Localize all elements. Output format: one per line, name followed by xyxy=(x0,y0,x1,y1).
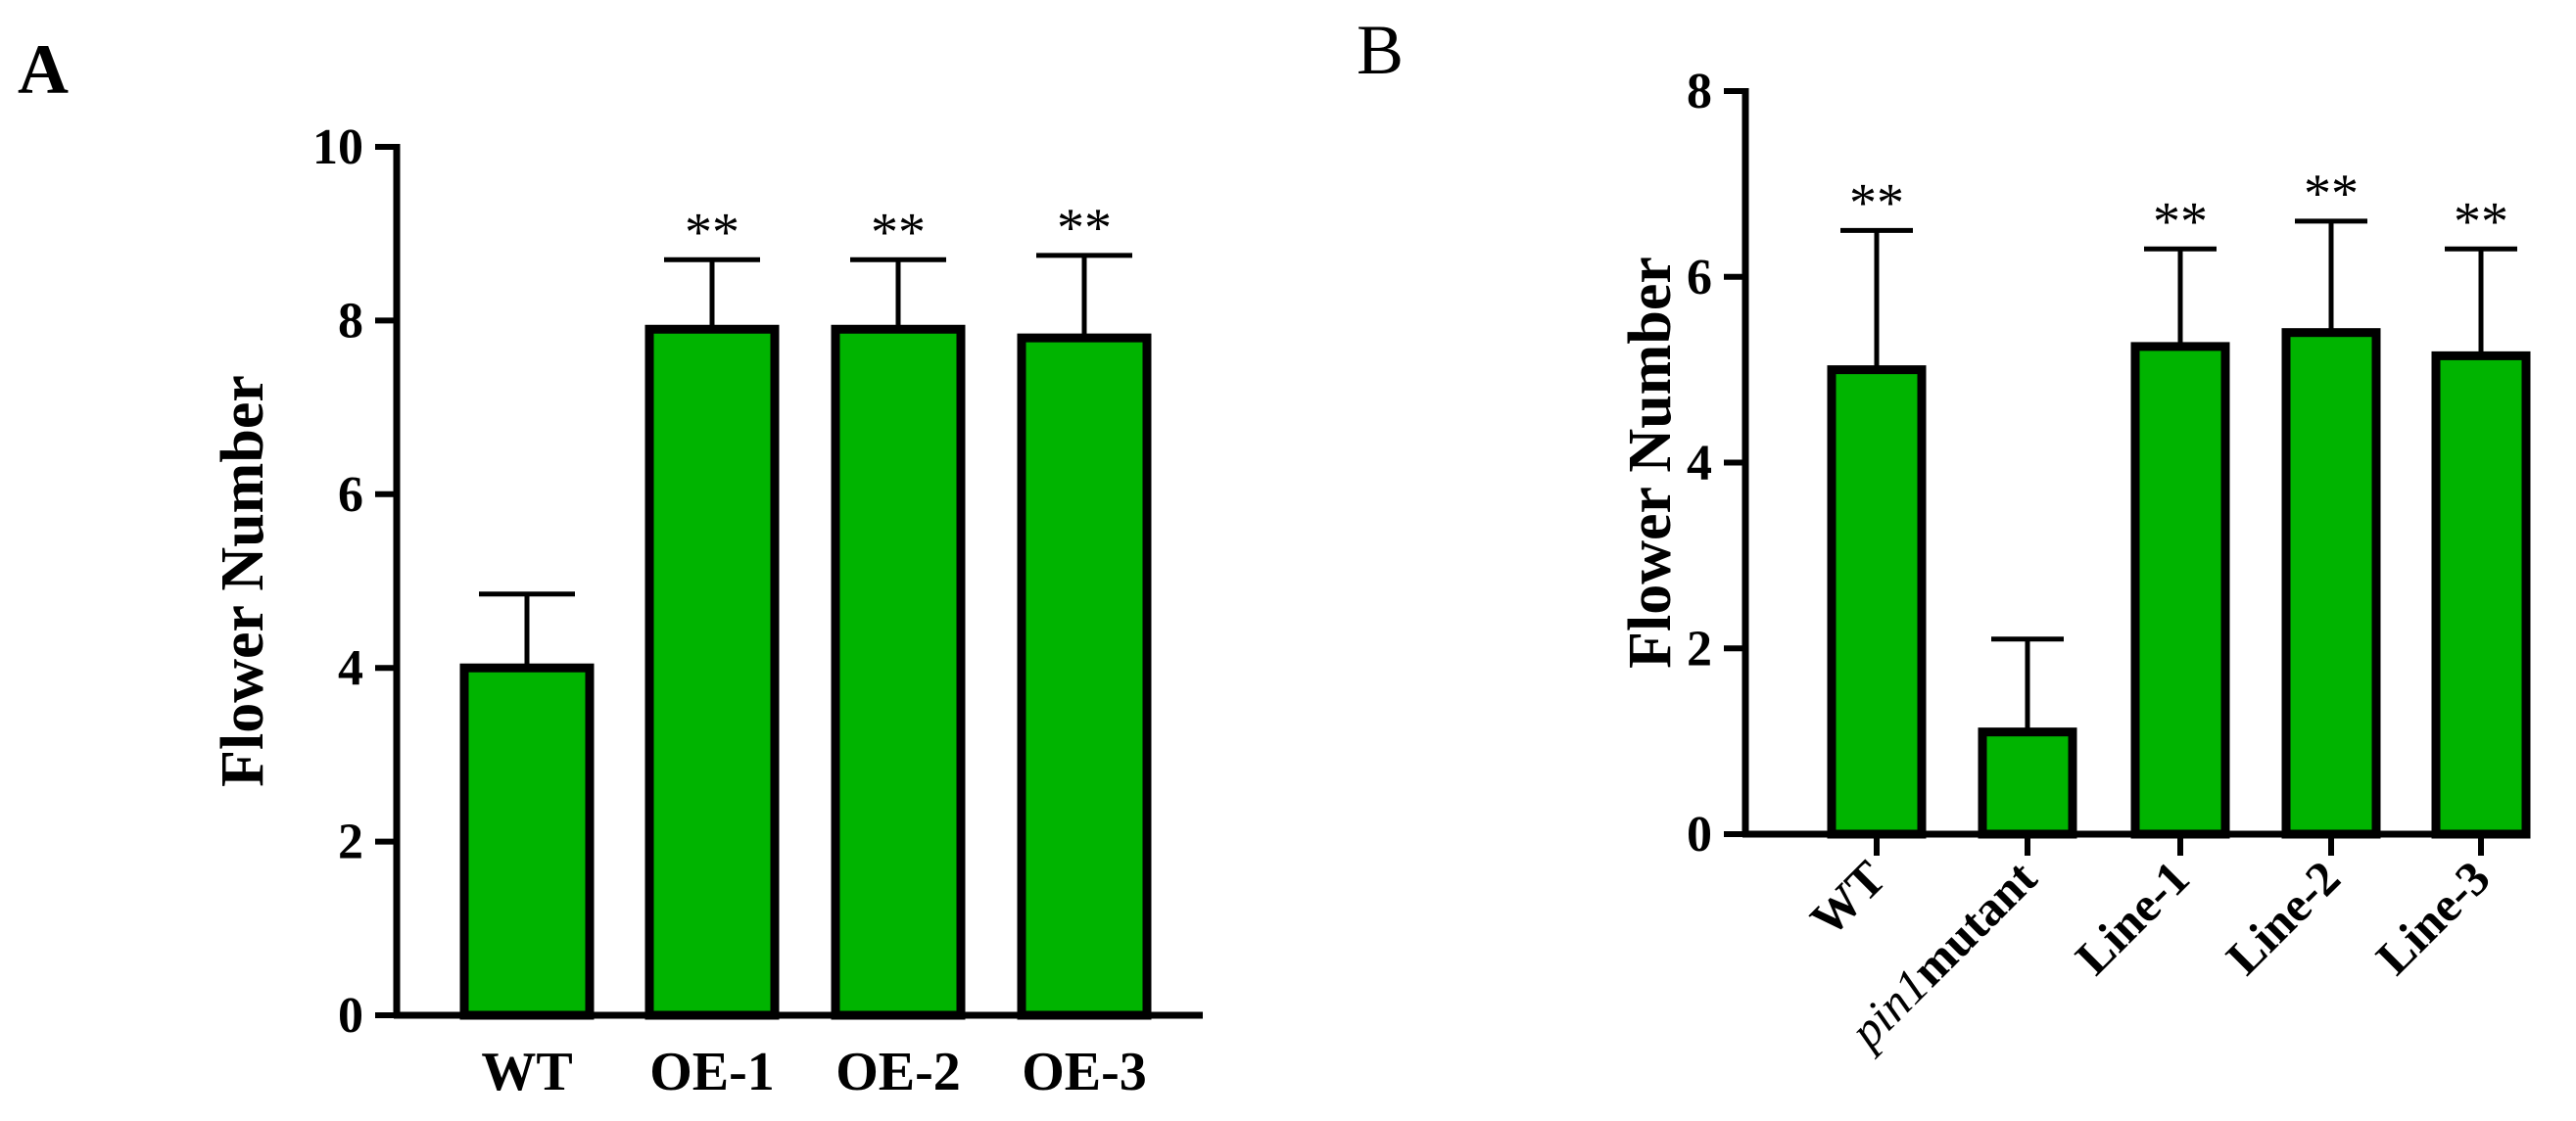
bar xyxy=(1978,727,2077,839)
y-tick-label: 8 xyxy=(338,293,363,349)
bar xyxy=(459,663,595,1020)
bar xyxy=(1017,333,1152,1020)
significance-marker: ** xyxy=(871,202,926,262)
bar xyxy=(644,324,780,1020)
x-tick-label: Line-2 xyxy=(2216,850,2351,985)
y-tick-label: 8 xyxy=(1687,64,1712,119)
x-tick-label-text: Line-1 xyxy=(2065,850,2200,985)
significance-marker: ** xyxy=(685,202,739,262)
x-tick-label-text: WT xyxy=(1799,850,1896,947)
y-axis-label: Flower Number xyxy=(210,375,276,787)
y-tick-label: 6 xyxy=(1687,250,1712,305)
y-axis-label: Flower Number xyxy=(1617,257,1684,669)
significance-marker: ** xyxy=(2454,191,2508,252)
x-tick-label: OE-2 xyxy=(835,1042,961,1102)
x-tick-label-text: Line-3 xyxy=(2365,850,2501,985)
x-tick-label: WT xyxy=(1799,850,1896,947)
y-tick-label: 4 xyxy=(338,640,363,696)
significance-marker: ** xyxy=(1057,198,1112,258)
x-tick-label-text: mutant xyxy=(1900,850,2047,997)
x-tick-label-text: Line-2 xyxy=(2216,850,2351,985)
significance-marker: ** xyxy=(2153,191,2208,252)
bar xyxy=(831,324,966,1020)
bar xyxy=(1827,365,1927,839)
bar xyxy=(2281,328,2381,839)
y-tick-label: 6 xyxy=(338,467,363,523)
y-tick-label: 2 xyxy=(1687,621,1712,677)
x-tick-label: OE-3 xyxy=(1022,1042,1147,1102)
y-tick-label: 10 xyxy=(312,119,363,175)
y-tick-label: 2 xyxy=(338,815,363,870)
x-tick-label: Line-3 xyxy=(2365,850,2501,985)
x-tick-label: WT xyxy=(481,1042,572,1102)
significance-marker: ** xyxy=(1849,172,1904,233)
panel-label: B xyxy=(1357,11,1404,89)
panel-a-chart: A Flower Number 0 2 4 6 8 10 WT ** OE-1 ** OE-2 ** OE-… xyxy=(18,30,1203,1102)
significance-marker: ** xyxy=(2304,163,2359,224)
y-tick-label: 0 xyxy=(338,988,363,1044)
x-tick-label: Line-1 xyxy=(2065,850,2200,985)
bar xyxy=(2130,342,2230,839)
y-tick-label: 0 xyxy=(1687,807,1712,863)
bar xyxy=(2431,350,2531,839)
y-tick-label: 4 xyxy=(1687,436,1712,491)
panel-label: A xyxy=(18,30,69,109)
x-tick-label: OE-1 xyxy=(649,1042,775,1102)
